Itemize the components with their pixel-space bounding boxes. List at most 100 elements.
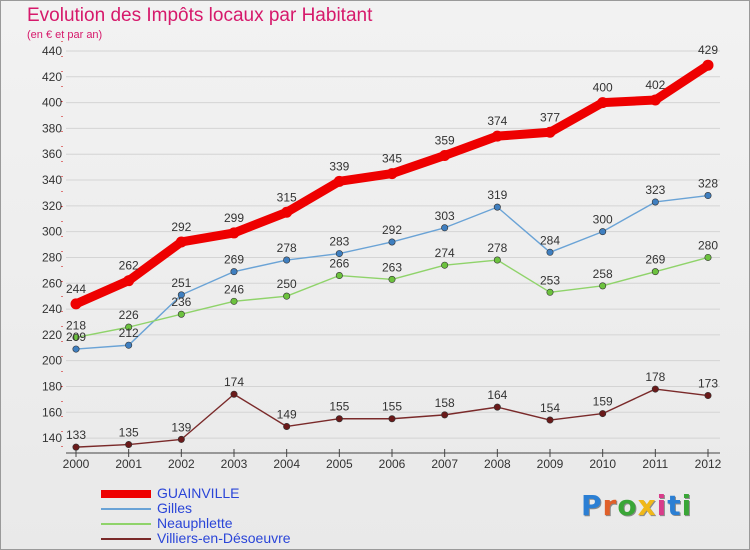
data-point <box>493 203 501 211</box>
data-label: 359 <box>435 134 455 148</box>
data-point <box>599 282 607 290</box>
data-point <box>175 236 187 248</box>
data-point <box>651 268 659 276</box>
x-tick-label: 2007 <box>431 457 458 471</box>
x-tick-label: 2006 <box>379 457 406 471</box>
legend-label: Neauphlette <box>157 515 233 531</box>
legend-swatch <box>101 508 151 510</box>
data-point <box>704 392 712 400</box>
data-point <box>441 224 449 232</box>
data-label: 133 <box>66 428 86 442</box>
logo-letter: P <box>581 489 603 522</box>
x-tick-label: 2011 <box>642 457 668 471</box>
data-point <box>123 275 135 287</box>
logo-letter: r <box>602 489 618 522</box>
x-tick-label: 2012 <box>695 457 722 471</box>
data-label: 139 <box>171 420 191 434</box>
data-label: 323 <box>645 183 665 197</box>
logo-letter: i <box>681 489 693 522</box>
x-tick-label: 2010 <box>589 457 616 471</box>
data-point <box>702 59 714 71</box>
data-point <box>386 168 398 180</box>
x-tick-label: 2004 <box>273 457 300 471</box>
data-point <box>333 175 345 187</box>
data-point <box>283 292 291 300</box>
data-point <box>388 275 396 283</box>
data-label: 251 <box>171 276 191 290</box>
data-point <box>125 441 133 449</box>
data-label: 258 <box>593 267 613 281</box>
data-point <box>230 390 238 398</box>
logo-letter: t <box>667 489 682 522</box>
data-point <box>388 415 396 423</box>
data-point <box>388 238 396 246</box>
y-tick-label: 340 <box>42 173 62 187</box>
data-point <box>335 415 343 423</box>
data-label: 374 <box>487 114 507 128</box>
data-label: 269 <box>645 253 665 267</box>
data-point <box>599 410 607 418</box>
data-label: 319 <box>487 188 507 202</box>
y-tick-label: 140 <box>42 431 62 445</box>
data-label: 300 <box>593 213 613 227</box>
data-label: 283 <box>329 235 349 249</box>
data-point <box>230 297 238 305</box>
x-tick-label: 2008 <box>484 457 511 471</box>
data-label: 292 <box>382 223 402 237</box>
data-point <box>70 298 82 310</box>
data-label: 209 <box>66 330 86 344</box>
data-point <box>72 333 80 341</box>
y-tick-label: 200 <box>42 354 62 368</box>
data-label: 284 <box>540 233 560 247</box>
legend-swatch <box>101 538 151 540</box>
y-tick-label: 260 <box>42 276 62 290</box>
data-label: 158 <box>435 396 455 410</box>
data-label: 246 <box>224 282 244 296</box>
logo-letter: i <box>656 489 668 522</box>
data-point <box>335 272 343 280</box>
y-tick-label: 380 <box>42 121 62 135</box>
data-point <box>283 422 291 430</box>
data-label: 303 <box>435 209 455 223</box>
x-tick-label: 2001 <box>115 457 142 471</box>
legend-swatch <box>101 490 151 498</box>
data-point <box>439 150 451 162</box>
data-label: 154 <box>540 401 560 415</box>
x-tick-label: 2002 <box>168 457 195 471</box>
data-label: 377 <box>540 110 560 124</box>
chart-title: Evolution des Impôts locaux par Habitant <box>27 5 373 26</box>
data-point <box>177 435 185 443</box>
data-label: 212 <box>119 326 139 340</box>
y-tick-label: 360 <box>42 147 62 161</box>
x-tick-label: 2005 <box>326 457 353 471</box>
logo-letter: o <box>617 489 638 522</box>
data-label: 269 <box>224 253 244 267</box>
legend-swatch <box>101 523 151 525</box>
data-labels: 209 212 251 269 278 283 292 303 319 284 300 323 328 2… <box>66 43 718 442</box>
data-label: 345 <box>382 152 402 166</box>
legend-label: Villiers-en-Désoeuvre <box>157 530 291 546</box>
data-label: 250 <box>277 277 297 291</box>
y-tick-label: 420 <box>42 70 62 84</box>
y-tick-label: 440 <box>42 44 62 58</box>
data-label: 278 <box>277 241 297 255</box>
y-tick-label: 180 <box>42 379 62 393</box>
data-point <box>651 385 659 393</box>
data-point <box>704 192 712 200</box>
data-label: 400 <box>593 81 613 95</box>
y-tick-label: 280 <box>42 250 62 264</box>
y-tick-label: 160 <box>42 405 62 419</box>
y-tick-label: 400 <box>42 96 62 110</box>
data-point <box>125 341 133 349</box>
data-label: 292 <box>171 220 191 234</box>
data-point <box>546 288 554 296</box>
data-label: 178 <box>645 370 665 384</box>
data-label: 244 <box>66 282 86 296</box>
legend-item: Villiers-en-Désoeuvre <box>101 530 361 546</box>
data-point <box>704 253 712 261</box>
data-label: 402 <box>645 78 665 92</box>
data-point <box>544 126 556 138</box>
data-point <box>283 256 291 264</box>
